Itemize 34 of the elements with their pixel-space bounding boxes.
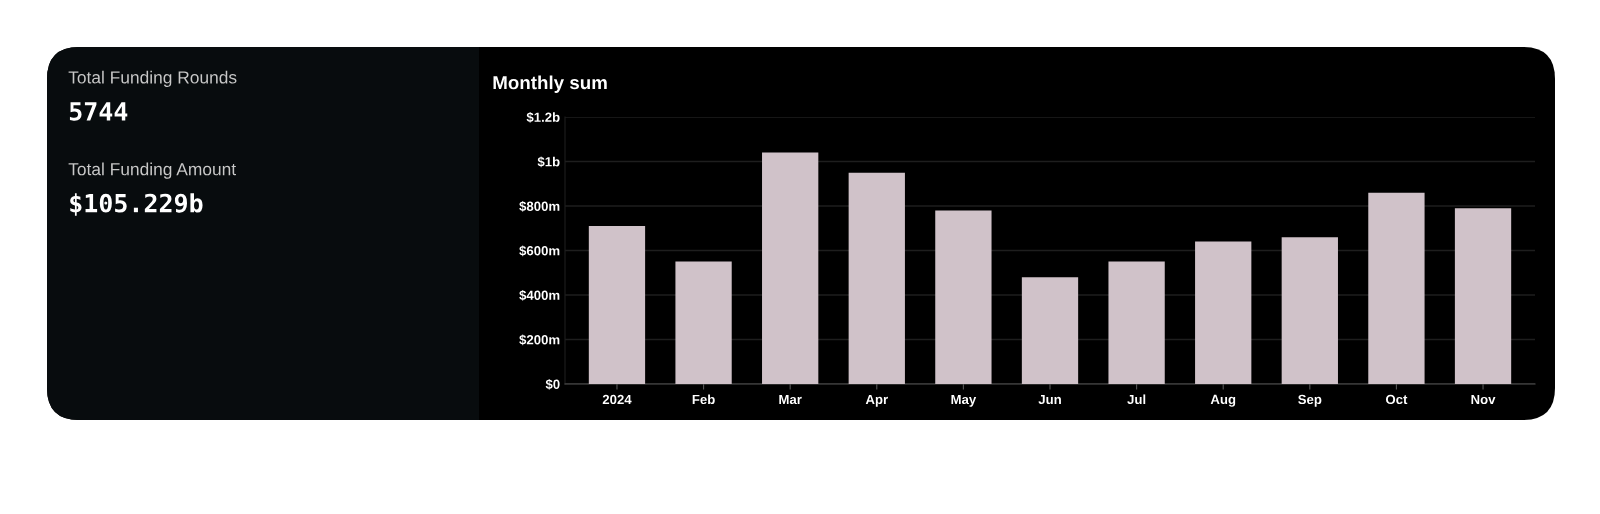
y-tick-label: $600m — [519, 245, 560, 257]
y-tick-label: $200m — [519, 334, 560, 346]
y-tick-label: $1b — [537, 156, 560, 168]
text: Total Funding Rounds — [68, 70, 237, 87]
y-tick-label: $1.2b — [526, 111, 560, 123]
bar — [1454, 208, 1512, 384]
x-tick-label: Oct — [1385, 394, 1408, 405]
bar — [935, 210, 992, 384]
bar — [1281, 237, 1338, 384]
x-tick-label: Sep — [1298, 394, 1322, 407]
text: 5744 — [69, 102, 128, 121]
x-tick-label: Nov — [1471, 394, 1496, 405]
bar — [1108, 261, 1165, 384]
x-tick-label: Jul — [1127, 394, 1146, 405]
x-tick-label: Jun — [1038, 394, 1061, 405]
y-tick-label: $800m — [519, 200, 560, 212]
bar — [675, 261, 732, 384]
text: $105.229b — [70, 193, 203, 216]
chart-title: Monthly sum — [493, 75, 607, 93]
text: Total Funding Amount — [68, 162, 236, 179]
bar — [848, 172, 905, 384]
y-tick-label: $0 — [545, 378, 560, 390]
x-tick-label: Mar — [779, 394, 802, 405]
y-tick-label: $400m — [519, 289, 560, 301]
x-tick-label: Feb — [692, 394, 715, 405]
bar — [588, 226, 646, 384]
bar — [1021, 277, 1079, 384]
x-tick-label: Apr — [865, 394, 888, 407]
bar — [1195, 241, 1252, 384]
x-tick-label: 2024 — [602, 394, 632, 405]
bar — [762, 152, 819, 384]
x-tick-label: May — [951, 394, 977, 407]
x-tick-label: Aug — [1210, 394, 1236, 407]
bar — [1368, 192, 1425, 384]
